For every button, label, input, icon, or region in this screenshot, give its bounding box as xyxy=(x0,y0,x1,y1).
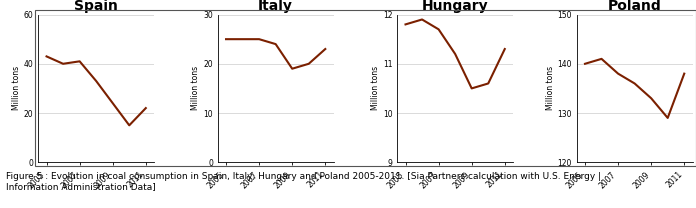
Y-axis label: Million tons: Million tons xyxy=(191,66,200,110)
Title: Spain: Spain xyxy=(74,0,118,13)
Title: Italy: Italy xyxy=(258,0,293,13)
Y-axis label: Million tons: Million tons xyxy=(12,66,21,110)
Y-axis label: Million tons: Million tons xyxy=(546,66,555,110)
Y-axis label: Million tons: Million tons xyxy=(371,66,380,110)
Title: Poland: Poland xyxy=(608,0,661,13)
Text: Figure 5 : Evolution in coal consumption in Spain, Italy, Hungary and Poland 200: Figure 5 : Evolution in coal consumption… xyxy=(6,172,601,191)
Title: Hungary: Hungary xyxy=(422,0,489,13)
